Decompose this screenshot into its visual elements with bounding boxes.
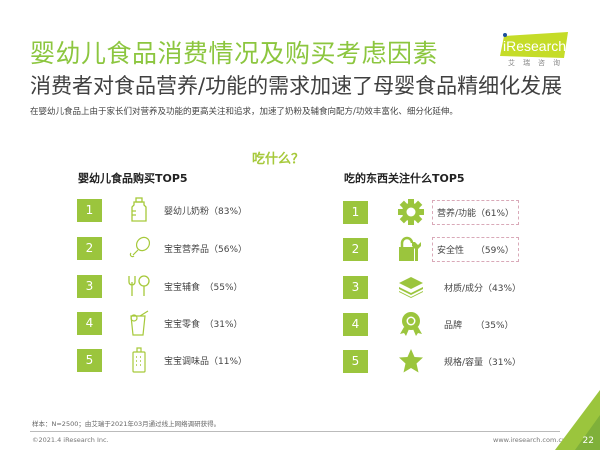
logo-subtext: 艾瑞咨询 bbox=[508, 59, 568, 67]
star-icon bbox=[398, 348, 424, 374]
svg-text:iResearch: iResearch bbox=[503, 38, 566, 54]
lock-wrench-icon bbox=[398, 236, 424, 262]
grater-icon bbox=[126, 347, 152, 373]
left-heading: 婴幼儿食品购买TOP5 bbox=[78, 172, 188, 185]
item-label: 营养/功能（61%） bbox=[432, 199, 520, 225]
item-label: 宝宝辅食 （55%） bbox=[164, 282, 243, 293]
sample-note: 样本：N=2500；由艾瑞于2021年03月通过线上网络调研获得。 bbox=[32, 420, 221, 428]
rank-badge: 3 bbox=[343, 275, 368, 299]
rank-badge: 2 bbox=[77, 236, 102, 260]
list-item: 4 品牌 （35%） bbox=[343, 311, 514, 337]
item-label: 品牌 （35%） bbox=[444, 320, 514, 331]
rank-badge: 4 bbox=[343, 312, 368, 336]
rank-badge: 1 bbox=[77, 198, 102, 222]
rank-badge: 4 bbox=[77, 311, 102, 335]
list-item: 5 宝宝调味品（11%） bbox=[77, 347, 247, 373]
drink-cup-icon bbox=[126, 310, 152, 336]
gear-icon bbox=[398, 199, 424, 225]
list-item: 5 规格/容量（31%） bbox=[343, 348, 521, 374]
description: 在婴幼儿食品上由于家长们对营养及功能的更高关注和追求，加速了奶粉及辅食向配方/功… bbox=[30, 107, 458, 117]
item-label: 安全性 （59%） bbox=[432, 236, 519, 262]
baby-bottle-icon bbox=[126, 197, 152, 223]
footer-divider bbox=[30, 431, 560, 432]
list-item: 1 婴幼儿奶粉（83%） bbox=[77, 197, 247, 223]
item-label: 婴幼儿奶粉（83%） bbox=[164, 206, 248, 217]
rank-badge: 2 bbox=[343, 237, 368, 261]
list-item: 4 宝宝零食 （31%） bbox=[77, 310, 243, 336]
item-label: 宝宝零食 （31%） bbox=[164, 319, 243, 330]
list-item: 2 安全性 （59%） bbox=[343, 236, 519, 262]
section-question: 吃什么？ bbox=[252, 152, 305, 167]
page-number: 22 bbox=[582, 436, 594, 446]
page-subtitle: 消费者对食品营养/功能的需求加速了母婴食品精细化发展 bbox=[30, 74, 563, 98]
page-corner-decoration bbox=[555, 390, 600, 450]
list-item: 2 宝宝营养品（56%） bbox=[77, 235, 247, 261]
rank-badge: 5 bbox=[77, 348, 102, 372]
item-label: 宝宝营养品（56%） bbox=[164, 244, 248, 255]
layers-icon bbox=[398, 274, 424, 300]
list-item: 1 营养/功能（61%） bbox=[343, 199, 520, 225]
rank-badge: 3 bbox=[77, 274, 102, 298]
right-heading: 吃的东西关注什么TOP5 bbox=[344, 172, 465, 185]
list-item: 3 宝宝辅食 （55%） bbox=[77, 273, 243, 299]
rank-badge: 5 bbox=[343, 349, 368, 373]
item-label: 宝宝调味品（11%） bbox=[164, 356, 248, 367]
iresearch-logo: iResearch bbox=[500, 32, 568, 58]
item-label: 材质/成分（43%） bbox=[444, 283, 522, 294]
fork-spoon-icon bbox=[126, 273, 152, 299]
page-title: 婴幼儿食品消费情况及购买考虑因素 bbox=[30, 39, 439, 68]
list-item: 3 材质/成分（43%） bbox=[343, 274, 521, 300]
website-link[interactable]: www.iresearch.com.cn bbox=[493, 436, 567, 444]
copyright: ©2021.4 iResearch Inc. bbox=[32, 436, 109, 444]
rank-badge: 1 bbox=[343, 200, 368, 224]
item-label: 规格/容量（31%） bbox=[444, 357, 522, 368]
award-badge-icon bbox=[398, 311, 424, 337]
drumstick-icon bbox=[126, 235, 152, 261]
